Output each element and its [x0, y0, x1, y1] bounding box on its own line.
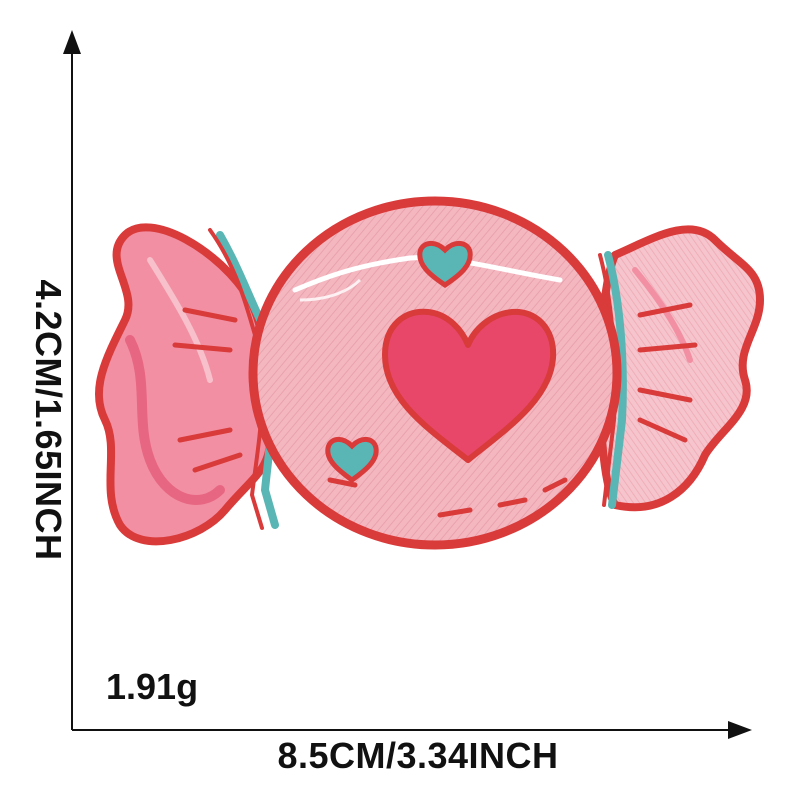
heart-icon	[382, 308, 557, 463]
height-dimension-label: 4.2CM/1.65INCH	[28, 279, 69, 561]
small-heart-bottom-icon	[325, 437, 379, 484]
weight-label: 1.91g	[106, 666, 199, 707]
arrow-up-icon	[63, 30, 81, 54]
right-wrapper	[596, 225, 764, 512]
candy-patch	[94, 196, 764, 550]
small-heart-top-icon	[417, 241, 473, 289]
arrow-right-icon	[728, 721, 752, 739]
dimension-axes	[63, 30, 752, 739]
left-wrapper	[94, 223, 279, 546]
width-dimension-label: 8.5CM/3.34INCH	[277, 735, 559, 776]
